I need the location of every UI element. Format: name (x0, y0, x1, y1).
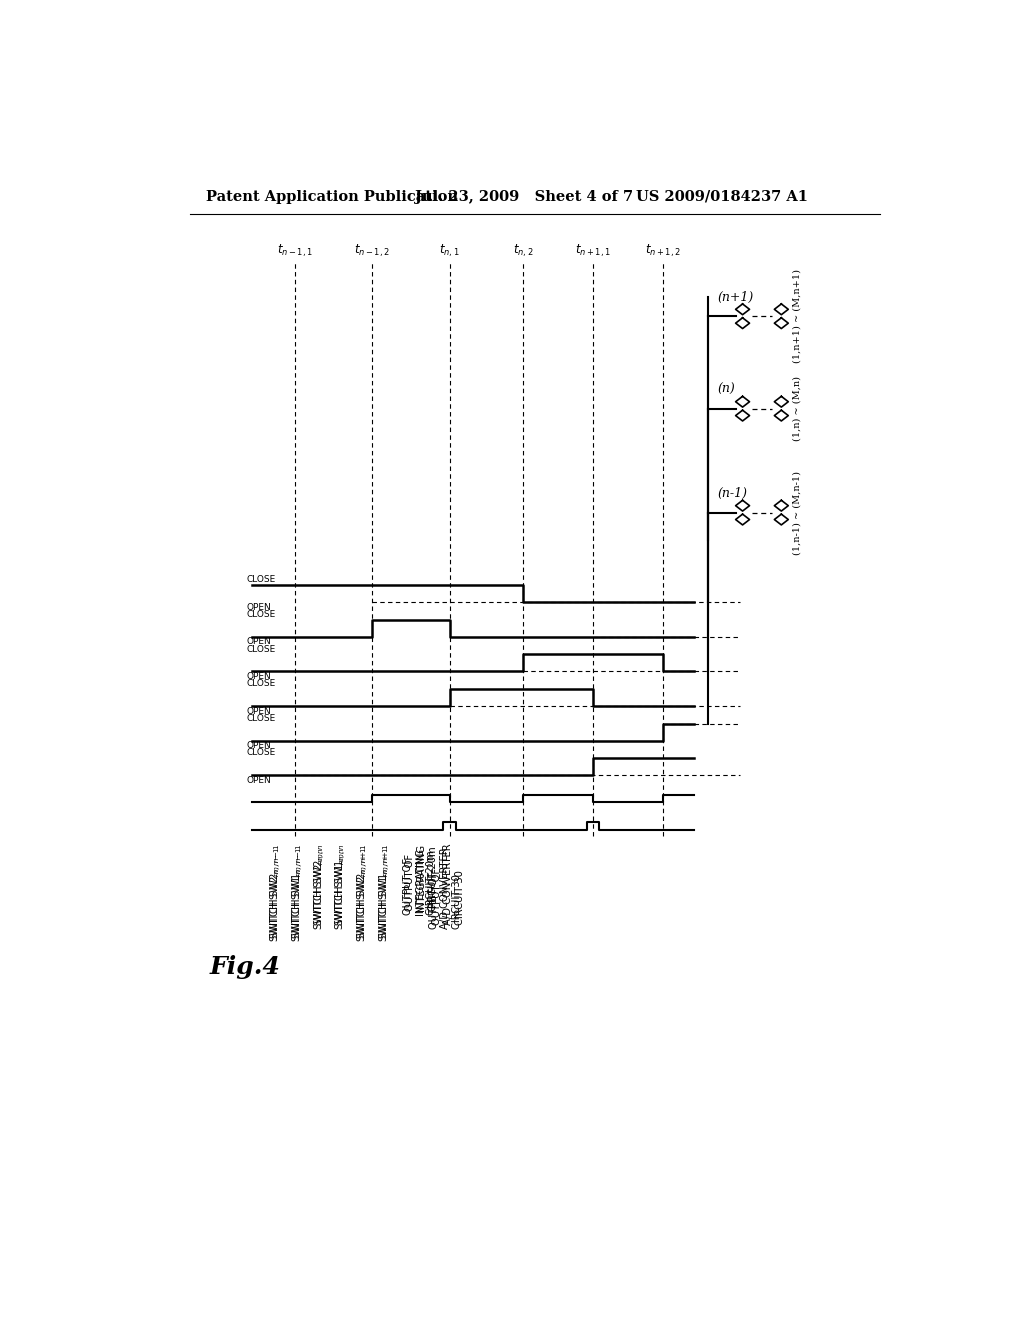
Text: SWITCH SW2$_{m,n+1}$: SWITCH SW2$_{m,n+1}$ (356, 847, 371, 942)
Text: SWITCH SW2$_{m,n}$: SWITCH SW2$_{m,n}$ (312, 847, 328, 929)
Text: CLOSE: CLOSE (247, 576, 275, 585)
Text: (1,n-1) ~ (M,n-1): (1,n-1) ~ (M,n-1) (793, 471, 801, 554)
Text: OUTPUT OF
A/D CONVERTER
CIRCUIT 30: OUTPUT OF A/D CONVERTER CIRCUIT 30 (432, 843, 465, 925)
Text: CLOSE: CLOSE (247, 680, 275, 688)
Text: SWITCH SW2$_{m,n-1}$: SWITCH SW2$_{m,n-1}$ (269, 843, 284, 939)
Text: OUTPUT OF
A/D CONVERTER
CIRCUIT 30: OUTPUT OF A/D CONVERTER CIRCUIT 30 (429, 847, 462, 929)
Text: SWITCH SW2$_{m,n}$: SWITCH SW2$_{m,n}$ (312, 843, 328, 925)
Text: $t_{n-1,2}$: $t_{n-1,2}$ (354, 242, 390, 259)
Text: (n+1): (n+1) (717, 290, 754, 304)
Text: OPEN: OPEN (247, 672, 271, 681)
Text: CLOSE: CLOSE (247, 714, 275, 723)
Text: OPEN: OPEN (247, 742, 271, 750)
Text: $t_{n+1,1}$: $t_{n+1,1}$ (575, 242, 611, 259)
Text: (1,n+1) ~ (M,n+1): (1,n+1) ~ (M,n+1) (793, 269, 801, 363)
Text: (n): (n) (717, 383, 735, 396)
Text: SWITCH SW1$_{m,n-1}$: SWITCH SW1$_{m,n-1}$ (291, 843, 306, 939)
Text: CLOSE: CLOSE (247, 610, 275, 619)
Text: CLOSE: CLOSE (247, 644, 275, 653)
Text: OPEN: OPEN (247, 603, 271, 611)
Text: (n-1): (n-1) (717, 487, 746, 500)
Text: OPEN: OPEN (247, 776, 271, 785)
Text: SWITCH SW1$_{m,n+1}$: SWITCH SW1$_{m,n+1}$ (378, 847, 392, 942)
Text: OPEN: OPEN (247, 638, 271, 647)
Text: SWITCH SW1$_{m,n-1}$: SWITCH SW1$_{m,n-1}$ (291, 847, 306, 942)
Text: $t_{n+1,2}$: $t_{n+1,2}$ (645, 242, 681, 259)
Text: OUTPUT OF
INTEGRATING
CIRCUIT 20m: OUTPUT OF INTEGRATING CIRCUIT 20m (404, 843, 438, 911)
Text: OPEN: OPEN (247, 706, 271, 715)
Text: $t_{n,1}$: $t_{n,1}$ (439, 242, 460, 259)
Text: SWITCH SW1$_{m,n}$: SWITCH SW1$_{m,n}$ (334, 843, 349, 925)
Text: $t_{n,2}$: $t_{n,2}$ (513, 242, 534, 259)
Text: OUTPUT OF
INTEGRATING
CIRCUIT 20m: OUTPUT OF INTEGRATING CIRCUIT 20m (403, 847, 436, 915)
Text: SWITCH SW1$_{m,n}$: SWITCH SW1$_{m,n}$ (334, 847, 349, 929)
Text: SWITCH SW1$_{m,n+1}$: SWITCH SW1$_{m,n+1}$ (378, 843, 392, 939)
Text: CLOSE: CLOSE (247, 748, 275, 758)
Text: $t_{n-1,1}$: $t_{n-1,1}$ (276, 242, 312, 259)
Text: Fig.4: Fig.4 (209, 954, 281, 979)
Text: (1,n) ~ (M,n): (1,n) ~ (M,n) (793, 376, 801, 441)
Text: US 2009/0184237 A1: US 2009/0184237 A1 (636, 190, 808, 203)
Text: SWITCH SW2$_{m,n+1}$: SWITCH SW2$_{m,n+1}$ (356, 843, 371, 939)
Text: Jul. 23, 2009   Sheet 4 of 7: Jul. 23, 2009 Sheet 4 of 7 (415, 190, 633, 203)
Text: Patent Application Publication: Patent Application Publication (206, 190, 458, 203)
Text: SWITCH SW2$_{m,n-1}$: SWITCH SW2$_{m,n-1}$ (269, 847, 284, 942)
